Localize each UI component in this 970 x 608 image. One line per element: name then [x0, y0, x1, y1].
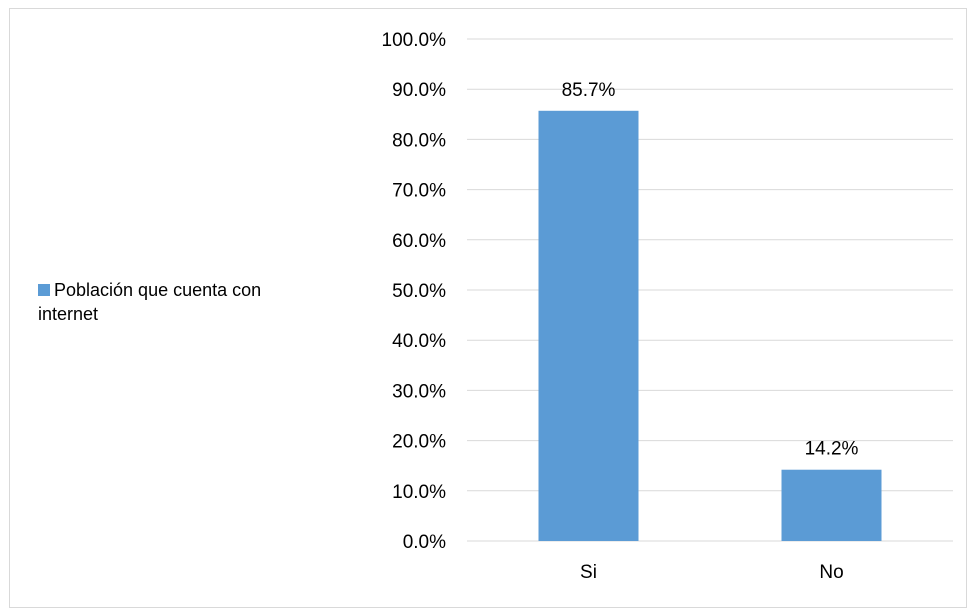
data-label: 14.2% — [805, 439, 859, 460]
y-tick-label: 60.0% — [392, 231, 446, 252]
y-tick-label: 10.0% — [392, 482, 446, 503]
legend-label-line1: Población que cuenta con — [54, 280, 262, 300]
x-tick-label: Si — [580, 562, 597, 583]
data-labels: 85.7% 14.2% — [562, 80, 859, 460]
y-tick-label: 70.0% — [392, 181, 446, 202]
y-tick-label: 100.0% — [382, 30, 447, 51]
legend-entry: Población que cuenta con — [38, 278, 338, 302]
y-tick-label: 50.0% — [392, 281, 446, 302]
y-tick-label: 0.0% — [403, 532, 446, 553]
bar-chart: 0.0% 10.0% 20.0% 30.0% 40.0% 50.0% 60.0% 70.0% 8… — [382, 30, 953, 583]
y-tick-label: 30.0% — [392, 381, 446, 402]
bars — [538, 110, 882, 541]
y-axis-tick-labels: 0.0% 10.0% 20.0% 30.0% 40.0% 50.0% 60.0% 70.0% 8… — [382, 30, 447, 553]
bar — [781, 469, 882, 541]
y-tick-label: 40.0% — [392, 331, 446, 352]
x-axis-tick-labels: Si No — [580, 562, 844, 583]
legend-label-line2: internet — [38, 304, 99, 324]
legend-swatch — [38, 284, 50, 296]
y-tick-label: 90.0% — [392, 80, 446, 101]
y-tick-label: 80.0% — [392, 130, 446, 151]
bar — [538, 110, 639, 541]
data-label: 85.7% — [562, 80, 616, 101]
legend: Población que cuenta con internet — [38, 278, 338, 326]
x-tick-label: No — [819, 562, 843, 583]
y-tick-label: 20.0% — [392, 432, 446, 453]
